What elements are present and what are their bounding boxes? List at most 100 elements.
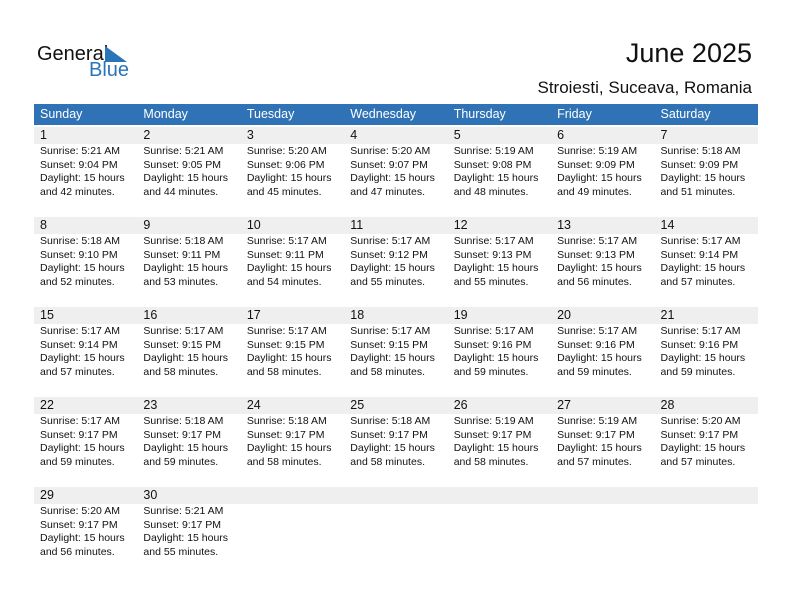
day-cell: 28 Sunrise: 5:20 AM Sunset: 9:17 PM Dayligh… xyxy=(654,395,758,485)
day-number: 9 xyxy=(137,217,241,234)
logo-blue-text: Blue xyxy=(89,59,130,81)
daylight-text: Daylight: 15 hours xyxy=(350,352,435,364)
sunrise-text: Sunrise: 5:18 AM xyxy=(350,415,431,427)
sunrise-text: Sunrise: 5:17 AM xyxy=(246,325,327,337)
sunrise-text: Sunrise: 5:18 AM xyxy=(246,415,327,427)
day-info: Sunrise: 5:17 AM Sunset: 9:13 PM Daylight:… xyxy=(448,235,551,289)
day-cell: 2 Sunrise: 5:21 AM Sunset: 9:05 PM Daylight… xyxy=(137,125,241,215)
day-number: 18 xyxy=(344,307,448,324)
sunrise-text: Sunrise: 5:17 AM xyxy=(660,235,741,247)
daylight-text: Daylight: 15 hours xyxy=(557,352,642,364)
week-row: 8 Sunrise: 5:18 AM Sunset: 9:10 PM Daylight… xyxy=(34,215,758,305)
day-cell: 20 Sunrise: 5:17 AM Sunset: 9:16 PM Dayligh… xyxy=(551,305,655,395)
day-info: Sunrise: 5:20 AM Sunset: 9:17 PM Daylight:… xyxy=(655,415,758,469)
daylight-text: Daylight: 15 hours xyxy=(350,262,435,274)
day-info: Sunrise: 5:17 AM Sunset: 9:15 PM Daylight:… xyxy=(137,325,240,379)
day-cell: 16 Sunrise: 5:17 AM Sunset: 9:15 PM Dayligh… xyxy=(137,305,241,395)
sunrise-text: Sunrise: 5:18 AM xyxy=(40,235,120,247)
weekday-header: Sunday Monday Tuesday Wednesday Thursday Frid… xyxy=(34,104,758,125)
day-cell: 1 Sunrise: 5:21 AM Sunset: 9:04 PM Daylight… xyxy=(34,125,138,215)
daylight-text: Daylight: 15 hours xyxy=(453,262,539,274)
sunset-text: Sunset: 9:13 PM xyxy=(453,248,532,261)
daylight-minutes-text: and 57 minutes. xyxy=(660,455,736,468)
day-cell: 22 Sunrise: 5:17 AM Sunset: 9:17 PM Dayligh… xyxy=(34,395,138,485)
empty-cell xyxy=(240,485,345,575)
day-cell: 26 Sunrise: 5:19 AM Sunset: 9:17 PM Dayligh… xyxy=(447,395,552,485)
sunrise-text: Sunrise: 5:19 AM xyxy=(557,415,638,427)
day-cell: 24 Sunrise: 5:18 AM Sunset: 9:17 PM Dayligh… xyxy=(240,395,345,485)
daylight-text: Daylight: 15 hours xyxy=(557,262,642,274)
sunset-text: Sunset: 9:14 PM xyxy=(40,338,118,351)
day-cell: 15 Sunrise: 5:17 AM Sunset: 9:14 PM Dayligh… xyxy=(34,305,138,395)
week-row: 15 Sunrise: 5:17 AM Sunset: 9:14 PM Dayligh… xyxy=(34,305,758,395)
daylight-minutes-text: and 57 minutes. xyxy=(660,275,736,288)
weekday-thursday: Thursday xyxy=(453,107,506,121)
sunset-text: Sunset: 9:09 PM xyxy=(660,158,739,171)
daylight-minutes-text: and 58 minutes. xyxy=(246,455,322,468)
day-info: Sunrise: 5:18 AM Sunset: 9:17 PM Daylight:… xyxy=(137,415,240,469)
sunrise-text: Sunrise: 5:17 AM xyxy=(143,325,224,337)
weekday-sunday: Sunday xyxy=(40,107,83,121)
weekday-monday: Monday xyxy=(143,107,188,121)
calendar-grid: Sunday Monday Tuesday Wednesday Thursday Frid… xyxy=(34,104,758,575)
logo-general-text: General xyxy=(37,43,109,65)
weekday-saturday: Saturday xyxy=(660,107,711,121)
day-number: 20 xyxy=(551,307,655,324)
day-info: Sunrise: 5:19 AM Sunset: 9:09 PM Daylight:… xyxy=(551,145,654,199)
sunset-text: Sunset: 9:15 PM xyxy=(350,338,428,351)
daylight-minutes-text: and 52 minutes. xyxy=(40,275,115,288)
daylight-text: Daylight: 15 hours xyxy=(246,352,332,364)
sunrise-text: Sunrise: 5:17 AM xyxy=(557,325,638,337)
daylight-minutes-text: and 58 minutes. xyxy=(453,455,529,468)
day-number: 21 xyxy=(654,307,758,324)
daylight-text: Daylight: 15 hours xyxy=(143,352,229,364)
sunset-text: Sunset: 9:11 PM xyxy=(246,248,324,261)
daylight-minutes-text: and 44 minutes. xyxy=(143,185,219,198)
daylight-text: Daylight: 15 hours xyxy=(660,262,746,274)
sunset-text: Sunset: 9:16 PM xyxy=(453,338,532,351)
day-number: 19 xyxy=(447,307,552,324)
day-number: 25 xyxy=(344,397,448,414)
day-cell: 19 Sunrise: 5:17 AM Sunset: 9:16 PM Dayligh… xyxy=(447,305,552,395)
sunrise-text: Sunrise: 5:20 AM xyxy=(660,415,741,427)
day-number: 27 xyxy=(551,397,655,414)
empty-cell xyxy=(344,485,448,575)
sunrise-text: Sunrise: 5:19 AM xyxy=(453,145,534,157)
sunset-text: Sunset: 9:17 PM xyxy=(40,518,118,531)
sunset-text: Sunset: 9:15 PM xyxy=(143,338,222,351)
daylight-minutes-text: and 59 minutes. xyxy=(557,365,632,378)
day-number: 3 xyxy=(240,127,345,144)
daylight-minutes-text: and 59 minutes. xyxy=(453,365,529,378)
daylight-text: Daylight: 15 hours xyxy=(40,442,125,454)
sunrise-text: Sunrise: 5:18 AM xyxy=(143,415,224,427)
day-number: 12 xyxy=(447,217,552,234)
day-number: 29 xyxy=(34,487,138,504)
day-info: Sunrise: 5:17 AM Sunset: 9:14 PM Daylight:… xyxy=(34,325,137,379)
week-row: 22 Sunrise: 5:17 AM Sunset: 9:17 PM Dayligh… xyxy=(34,395,758,485)
daylight-text: Daylight: 15 hours xyxy=(557,442,642,454)
daylight-text: Daylight: 15 hours xyxy=(557,172,642,184)
daylight-text: Daylight: 15 hours xyxy=(350,442,435,454)
daylight-text: Daylight: 15 hours xyxy=(453,352,539,364)
daylight-text: Daylight: 15 hours xyxy=(40,262,125,274)
sunset-text: Sunset: 9:07 PM xyxy=(350,158,428,171)
day-cell: 10 Sunrise: 5:17 AM Sunset: 9:11 PM Dayligh… xyxy=(240,215,345,305)
daylight-text: Daylight: 15 hours xyxy=(660,172,746,184)
daylight-minutes-text: and 51 minutes. xyxy=(660,185,736,198)
day-number: 1 xyxy=(34,127,138,144)
daylight-text: Daylight: 15 hours xyxy=(453,442,539,454)
daylight-text: Daylight: 15 hours xyxy=(143,532,229,544)
day-cell: 8 Sunrise: 5:18 AM Sunset: 9:10 PM Daylight… xyxy=(34,215,138,305)
day-info: Sunrise: 5:17 AM Sunset: 9:16 PM Daylight:… xyxy=(448,325,551,379)
weekday-wednesday: Wednesday xyxy=(350,107,417,121)
sunrise-text: Sunrise: 5:20 AM xyxy=(40,505,120,517)
sunset-text: Sunset: 9:17 PM xyxy=(143,518,222,531)
sunset-text: Sunset: 9:17 PM xyxy=(143,428,222,441)
daylight-text: Daylight: 15 hours xyxy=(246,262,332,274)
daylight-minutes-text: and 47 minutes. xyxy=(350,185,425,198)
sunrise-text: Sunrise: 5:18 AM xyxy=(143,235,224,247)
day-number: 26 xyxy=(447,397,552,414)
day-cell: 29 Sunrise: 5:20 AM Sunset: 9:17 PM Dayligh… xyxy=(34,485,138,575)
day-info: Sunrise: 5:17 AM Sunset: 9:16 PM Daylight:… xyxy=(655,325,758,379)
daylight-text: Daylight: 15 hours xyxy=(246,172,332,184)
